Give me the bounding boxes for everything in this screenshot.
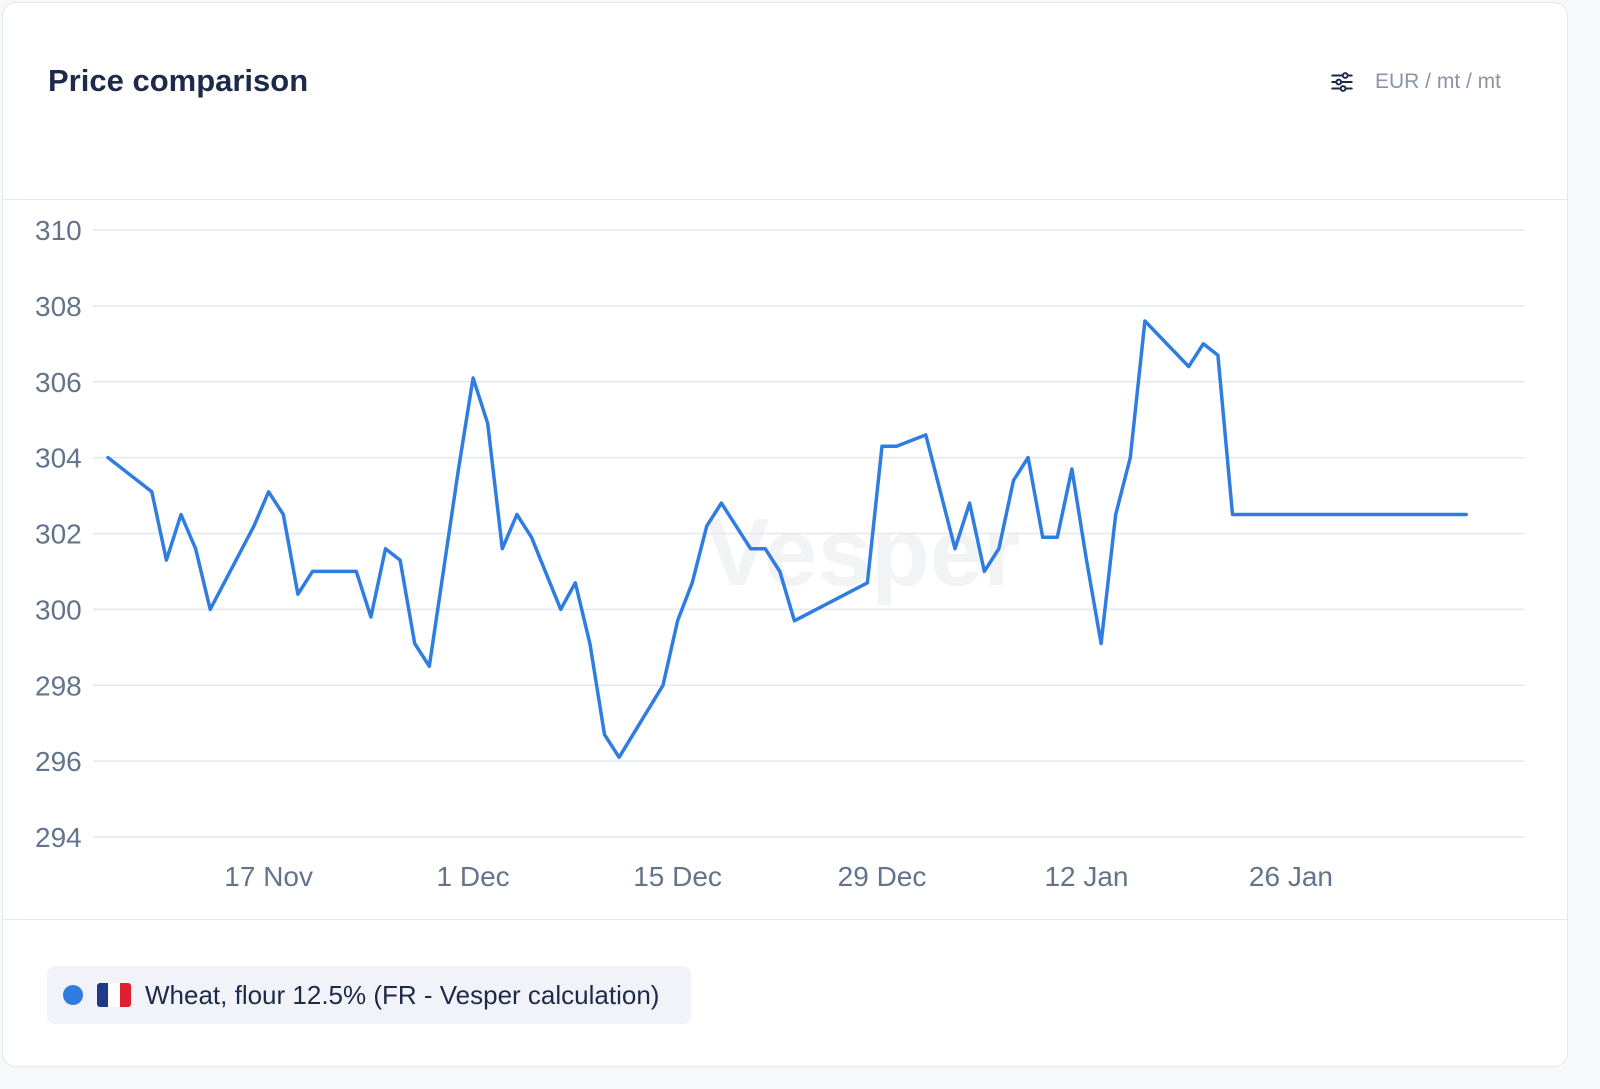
x-tick-label: 1 Dec	[437, 861, 510, 892]
x-tick-label: 17 Nov	[224, 861, 313, 892]
series-color-dot	[63, 985, 83, 1005]
card-header: Price comparison EUR / mt / mt	[3, 3, 1567, 200]
legend-item[interactable]: Wheat, flour 12.5% (FR - Vesper calculat…	[47, 966, 692, 1024]
y-tick-label: 310	[35, 215, 82, 246]
x-tick-label: 12 Jan	[1044, 861, 1128, 892]
y-tick-label: 296	[35, 746, 82, 777]
france-flag-icon	[97, 983, 131, 1007]
x-tick-label: 15 Dec	[633, 861, 722, 892]
y-tick-label: 294	[35, 822, 82, 853]
y-tick-label: 306	[35, 367, 82, 398]
y-tick-label: 302	[35, 519, 82, 550]
sliders-icon[interactable]	[1329, 69, 1355, 95]
card-title: Price comparison	[48, 63, 309, 98]
y-tick-label: 304	[35, 443, 82, 474]
line-chart: Vesper 294 296 298 300 302 304 306 308 310 17 Nov…	[35, 215, 1525, 892]
unit-label[interactable]: EUR / mt / mt	[1375, 70, 1501, 93]
y-tick-label: 308	[35, 291, 82, 322]
legend-label: Wheat, flour 12.5% (FR - Vesper calculat…	[145, 979, 660, 1010]
unit-selector[interactable]: EUR / mt / mt	[1329, 69, 1501, 95]
x-tick-label: 29 Dec	[838, 861, 927, 892]
price-comparison-card: Price comparison EUR / mt / mt Vesper 29…	[2, 2, 1568, 1067]
x-tick-label: 26 Jan	[1249, 861, 1333, 892]
series-line[interactable]	[106, 319, 1468, 760]
y-tick-label: 298	[35, 670, 82, 701]
watermark: Vesper	[706, 499, 1021, 606]
legend-bar: Wheat, flour 12.5% (FR - Vesper calculat…	[3, 919, 1567, 1066]
y-tick-label: 300	[35, 594, 82, 625]
